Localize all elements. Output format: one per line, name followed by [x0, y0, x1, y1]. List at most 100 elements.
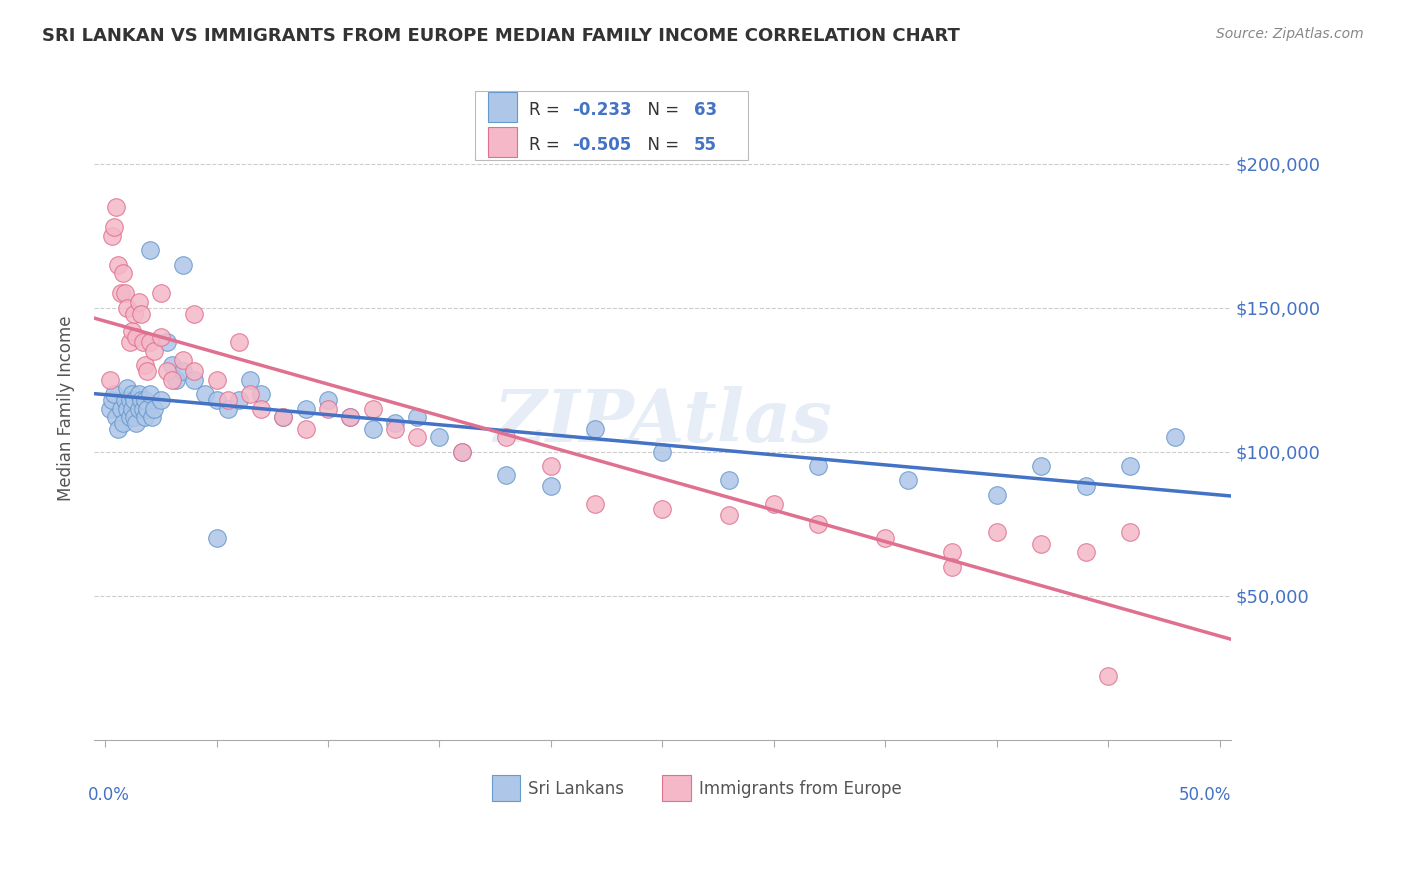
Point	[651, 444, 673, 458]
Point	[1164, 430, 1187, 444]
Point	[228, 335, 250, 350]
FancyBboxPatch shape	[492, 774, 520, 801]
Point	[98, 401, 121, 416]
FancyBboxPatch shape	[488, 92, 517, 122]
Point	[111, 416, 134, 430]
Point	[103, 220, 125, 235]
Point	[239, 373, 262, 387]
Point	[117, 381, 139, 395]
Point	[107, 258, 129, 272]
Point	[107, 422, 129, 436]
Point	[194, 387, 217, 401]
Point	[128, 401, 150, 416]
Point	[1031, 537, 1053, 551]
Point	[294, 401, 316, 416]
Point	[183, 306, 205, 320]
Point	[1119, 525, 1142, 540]
Point	[762, 496, 785, 510]
Point	[121, 387, 143, 401]
Point	[143, 401, 166, 416]
Point	[495, 467, 517, 482]
Point	[294, 422, 316, 436]
Point	[228, 392, 250, 407]
Text: N =: N =	[637, 101, 685, 120]
Point	[651, 502, 673, 516]
Point	[134, 410, 156, 425]
Point	[156, 364, 179, 378]
Point	[875, 531, 897, 545]
Point	[450, 444, 472, 458]
Point	[217, 392, 239, 407]
Point	[121, 324, 143, 338]
Point	[205, 531, 228, 545]
Point	[339, 410, 361, 425]
Point	[111, 266, 134, 280]
Point	[121, 401, 143, 416]
Text: -0.233: -0.233	[572, 101, 633, 120]
Point	[361, 401, 384, 416]
Point	[384, 422, 406, 436]
Point	[118, 335, 141, 350]
Point	[110, 401, 132, 416]
Text: Source: ZipAtlas.com: Source: ZipAtlas.com	[1216, 27, 1364, 41]
Point	[250, 387, 273, 401]
Point	[149, 286, 172, 301]
Point	[105, 200, 128, 214]
Point	[896, 474, 918, 488]
Point	[122, 306, 145, 320]
Point	[160, 359, 183, 373]
Point	[450, 444, 472, 458]
Point	[117, 301, 139, 315]
Point	[138, 335, 160, 350]
Point	[129, 306, 152, 320]
Point	[807, 516, 830, 531]
Point	[143, 343, 166, 358]
Point	[114, 286, 136, 301]
Point	[165, 373, 187, 387]
Point	[250, 401, 273, 416]
Point	[122, 392, 145, 407]
Point	[172, 258, 194, 272]
Point	[110, 286, 132, 301]
Text: 55: 55	[695, 136, 717, 154]
Point	[540, 459, 562, 474]
Point	[105, 410, 128, 425]
FancyBboxPatch shape	[475, 91, 748, 161]
Point	[100, 228, 122, 243]
Point	[134, 392, 156, 407]
Point	[156, 335, 179, 350]
Point	[1119, 459, 1142, 474]
Point	[239, 387, 262, 401]
Point	[136, 364, 159, 378]
Text: R =: R =	[529, 136, 565, 154]
Point	[1031, 459, 1053, 474]
Point	[205, 392, 228, 407]
Text: Immigrants from Europe: Immigrants from Europe	[699, 780, 901, 798]
Point	[172, 364, 194, 378]
Point	[406, 410, 429, 425]
Text: SRI LANKAN VS IMMIGRANTS FROM EUROPE MEDIAN FAMILY INCOME CORRELATION CHART: SRI LANKAN VS IMMIGRANTS FROM EUROPE MED…	[42, 27, 960, 45]
Point	[941, 545, 963, 559]
Point	[339, 410, 361, 425]
Point	[125, 329, 148, 343]
Point	[138, 387, 160, 401]
Y-axis label: Median Family Income: Median Family Income	[58, 316, 75, 501]
Point	[273, 410, 295, 425]
Point	[807, 459, 830, 474]
Point	[1074, 479, 1097, 493]
Point	[125, 416, 148, 430]
Point	[718, 508, 741, 522]
Point	[540, 479, 562, 493]
Point	[585, 496, 607, 510]
Point	[98, 373, 121, 387]
Point	[361, 422, 384, 436]
Text: Sri Lankans: Sri Lankans	[529, 780, 624, 798]
Point	[103, 387, 125, 401]
Point	[117, 401, 139, 416]
Point	[941, 559, 963, 574]
Text: 63: 63	[695, 101, 717, 120]
Point	[114, 392, 136, 407]
Point	[122, 410, 145, 425]
Point	[129, 392, 152, 407]
Point	[217, 401, 239, 416]
